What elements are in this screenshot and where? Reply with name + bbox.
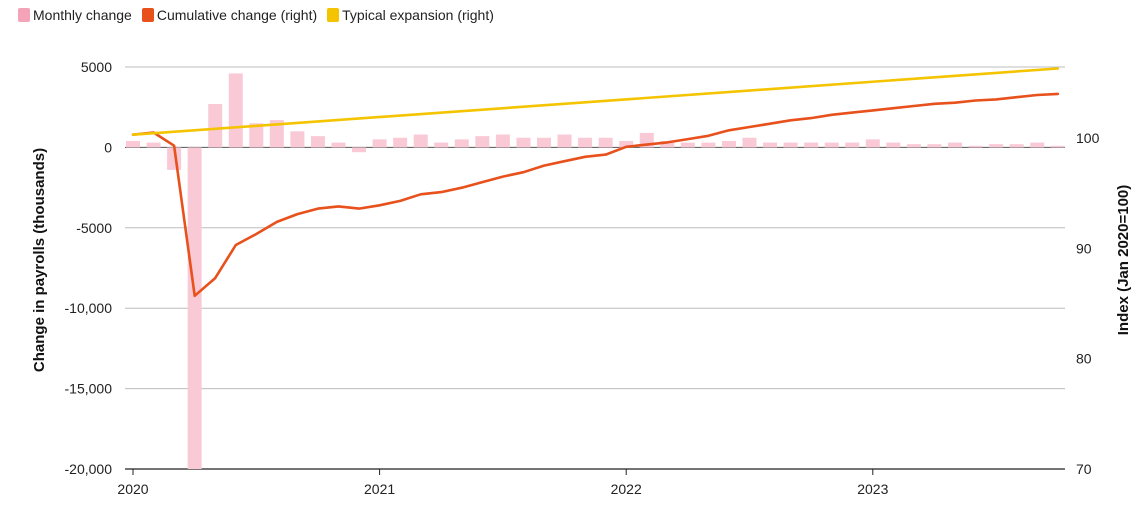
bar bbox=[578, 137, 593, 148]
y-axis-right-title: Index (Jan 2020=100) bbox=[1115, 185, 1132, 336]
bar bbox=[783, 142, 798, 148]
bar bbox=[310, 136, 325, 148]
x-tick-label: 2022 bbox=[611, 481, 642, 497]
x-tick-label: 2021 bbox=[364, 481, 395, 497]
bar bbox=[495, 134, 510, 148]
y-right-tick-label: 70 bbox=[1076, 461, 1092, 477]
y-right-tick-label: 100 bbox=[1076, 130, 1100, 146]
legend-swatch-cumulative-change bbox=[141, 8, 154, 22]
typical-expansion-line bbox=[131, 67, 1060, 136]
bar bbox=[146, 142, 161, 148]
bar bbox=[1009, 144, 1024, 148]
bar bbox=[701, 142, 716, 148]
y-left-tick-label: -20,000 bbox=[65, 461, 113, 477]
bar bbox=[948, 142, 962, 148]
bar bbox=[228, 73, 243, 148]
bar bbox=[208, 103, 223, 148]
legend-swatch-monthly-change bbox=[18, 8, 30, 22]
y-left-tick-label: 0 bbox=[104, 139, 112, 155]
bar bbox=[906, 144, 921, 148]
bar bbox=[680, 142, 695, 148]
bar bbox=[557, 134, 572, 148]
bar bbox=[824, 142, 839, 148]
legend-swatch-typical-expansion bbox=[327, 8, 340, 22]
bar bbox=[434, 142, 449, 148]
y-left-tick-label: -15,000 bbox=[65, 381, 113, 397]
bar bbox=[187, 147, 202, 469]
axis-ticks: 5000 0 -5000 -10,000 -15,000 -20,000 100 90 80 70… bbox=[65, 59, 1100, 497]
legend-item-monthly-change[interactable]: Monthly change bbox=[18, 7, 132, 23]
y-right-tick-label: 90 bbox=[1076, 240, 1092, 256]
bar bbox=[1050, 145, 1065, 148]
bar bbox=[989, 144, 1004, 148]
bar bbox=[126, 140, 140, 148]
index-lines bbox=[131, 67, 1060, 298]
legend-label-cumulative-change: Cumulative change (right) bbox=[156, 7, 318, 23]
bar bbox=[865, 139, 880, 148]
bar bbox=[660, 140, 675, 148]
bar bbox=[721, 140, 736, 148]
legend-label-typical-expansion: Typical expansion (right) bbox=[342, 7, 494, 23]
y-axis-left-title: Change in payrolls (thousands) bbox=[31, 148, 48, 372]
bar bbox=[845, 142, 860, 148]
cumulative-change-line bbox=[131, 92, 1060, 298]
x-tick-label: 2020 bbox=[117, 481, 148, 497]
bar bbox=[413, 134, 428, 148]
bar bbox=[742, 137, 757, 148]
bar bbox=[968, 145, 983, 148]
y-left-tick-label: -5000 bbox=[76, 220, 112, 236]
bar bbox=[352, 147, 367, 153]
legend-item-cumulative-change[interactable]: Cumulative change (right) bbox=[141, 7, 318, 23]
x-tick-label: 2023 bbox=[857, 481, 888, 497]
bar bbox=[886, 142, 901, 148]
legend-label-monthly-change: Monthly change bbox=[33, 7, 132, 23]
bar bbox=[619, 140, 634, 148]
bar bbox=[537, 137, 551, 148]
bar bbox=[331, 142, 346, 148]
gridlines bbox=[125, 66, 1065, 470]
bar bbox=[1030, 142, 1045, 148]
bar bbox=[927, 144, 942, 148]
bar bbox=[290, 131, 305, 148]
bar bbox=[372, 139, 387, 148]
bar bbox=[804, 142, 819, 148]
bar bbox=[516, 137, 531, 148]
bar bbox=[598, 137, 613, 148]
bar bbox=[454, 139, 469, 148]
bar bbox=[393, 137, 408, 148]
y-right-tick-label: 80 bbox=[1076, 351, 1092, 367]
monthly-change-bars bbox=[126, 73, 1065, 469]
y-left-tick-label: -10,000 bbox=[65, 300, 113, 316]
bar bbox=[475, 136, 490, 148]
legend-item-typical-expansion[interactable]: Typical expansion (right) bbox=[327, 7, 494, 23]
bar bbox=[249, 123, 264, 148]
bar bbox=[269, 120, 284, 148]
bar bbox=[763, 142, 778, 148]
y-left-tick-label: 5000 bbox=[81, 59, 112, 75]
legend: Monthly change Cumulative change (right)… bbox=[18, 7, 494, 23]
